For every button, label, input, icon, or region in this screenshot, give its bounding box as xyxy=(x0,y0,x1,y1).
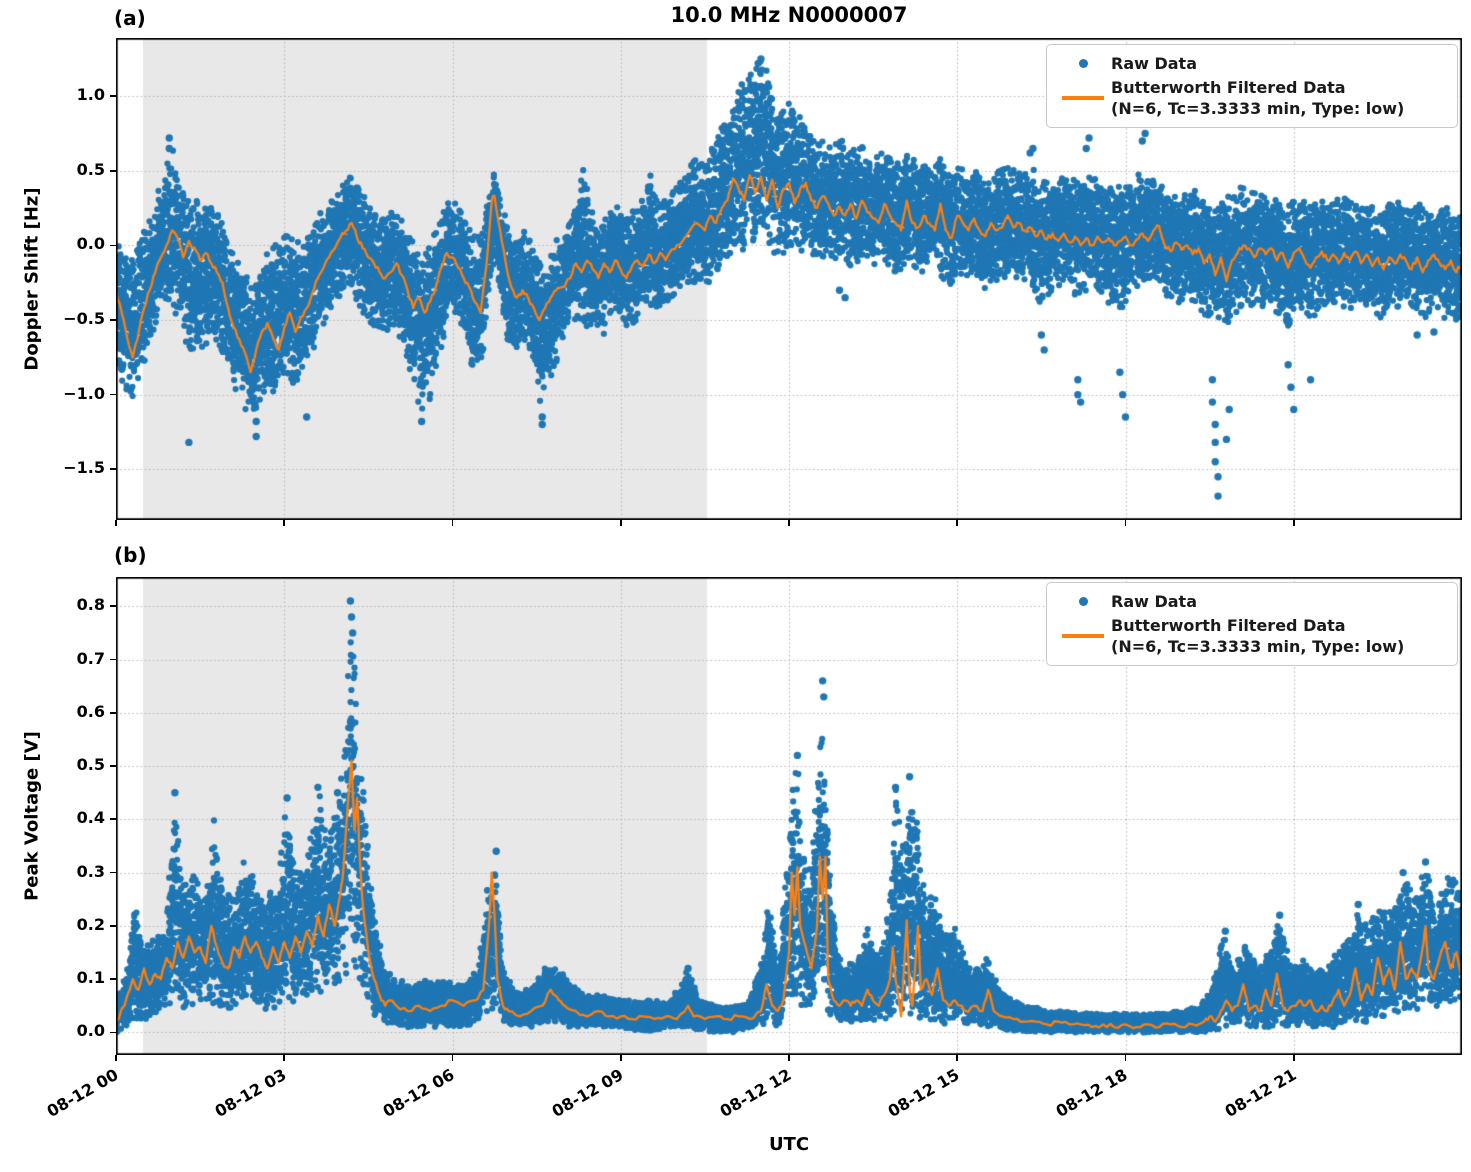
y-tick-label: 0.5 xyxy=(76,159,105,179)
y-axis-label-doppler: Doppler Shift [Hz] xyxy=(21,187,43,371)
y-tick-label: 0.2 xyxy=(76,914,105,934)
legend-a: Raw Data Butterworth Filtered Data (N=6,… xyxy=(1046,44,1458,128)
raw-data-marker-icon xyxy=(1078,597,1088,606)
y-tick-mark xyxy=(110,468,116,471)
y-tick-label: 0.4 xyxy=(76,808,105,828)
x-tick-mark xyxy=(1124,1055,1127,1061)
y-tick-mark xyxy=(110,765,116,767)
legend-item-raw-data: Raw Data xyxy=(1055,50,1449,77)
x-tick-mark xyxy=(1124,520,1127,526)
x-tick-mark xyxy=(956,1055,959,1061)
x-axis-label-utc: UTC xyxy=(768,1134,810,1155)
x-tick-mark xyxy=(283,1055,286,1061)
y-tick-label: 0.8 xyxy=(76,595,105,615)
figure-title: 10.0 MHz N0000007 xyxy=(670,3,908,27)
x-tick-mark xyxy=(956,520,959,526)
legend-raw-label: Raw Data xyxy=(1111,54,1197,73)
x-tick-mark xyxy=(788,520,790,526)
x-tick-mark xyxy=(115,520,117,526)
legend-filtered-params: (N=6, Tc=3.3333 min, Type: low) xyxy=(1111,99,1405,118)
panel-a-label: (a) xyxy=(114,6,146,30)
x-tick-mark xyxy=(1292,520,1295,526)
y-tick-label: 1.0 xyxy=(76,85,105,105)
y-tick-mark xyxy=(110,95,116,98)
x-tick-mark xyxy=(451,1055,454,1061)
y-tick-label: 0.3 xyxy=(76,861,105,881)
legend-item-filtered-data: Butterworth Filtered Data (N=6, Tc=3.333… xyxy=(1055,615,1449,657)
y-tick-label: 0.1 xyxy=(76,968,105,988)
y-tick-label: 0.0 xyxy=(76,234,105,254)
y-tick-mark xyxy=(110,924,116,927)
x-tick-mark xyxy=(115,1055,117,1061)
y-tick-label: −0.5 xyxy=(63,309,105,329)
filtered-data-marker-icon xyxy=(1062,96,1104,100)
x-tick-mark xyxy=(283,520,286,526)
y-tick-label: −1.5 xyxy=(63,458,105,478)
y-tick-mark xyxy=(110,978,116,980)
y-tick-label: 0.7 xyxy=(76,648,105,668)
y-tick-label: 0.0 xyxy=(76,1021,105,1041)
y-tick-label: 0.5 xyxy=(76,755,105,775)
y-tick-mark xyxy=(110,818,116,821)
y-tick-mark xyxy=(110,871,116,874)
legend-filtered-label: Butterworth Filtered Data xyxy=(1111,616,1346,635)
y-tick-mark xyxy=(110,605,116,608)
legend-filtered-label: Butterworth Filtered Data xyxy=(1111,78,1346,97)
raw-data-marker-icon xyxy=(1078,59,1088,68)
y-tick-mark xyxy=(110,1031,116,1034)
filtered-data-marker-icon xyxy=(1062,634,1104,638)
y-tick-mark xyxy=(110,393,116,396)
x-tick-mark xyxy=(619,520,622,526)
legend-raw-label: Raw Data xyxy=(1111,592,1197,611)
y-tick-mark xyxy=(110,658,116,661)
x-tick-mark xyxy=(619,1055,622,1061)
y-tick-mark xyxy=(110,244,116,247)
y-tick-mark xyxy=(110,711,116,714)
y-tick-mark xyxy=(110,169,116,172)
legend-b: Raw Data Butterworth Filtered Data (N=6,… xyxy=(1046,582,1458,666)
y-tick-label: −1.0 xyxy=(63,383,105,403)
x-tick-mark xyxy=(788,1055,790,1061)
y-tick-label: 0.6 xyxy=(76,701,105,721)
legend-item-filtered-data: Butterworth Filtered Data (N=6, Tc=3.333… xyxy=(1055,77,1449,119)
legend-filtered-params: (N=6, Tc=3.3333 min, Type: low) xyxy=(1111,637,1405,656)
y-tick-mark xyxy=(110,319,116,321)
legend-item-raw-data: Raw Data xyxy=(1055,588,1449,615)
x-tick-mark xyxy=(451,520,454,526)
x-tick-mark xyxy=(1292,1055,1295,1061)
panel-b-label: (b) xyxy=(114,543,147,567)
